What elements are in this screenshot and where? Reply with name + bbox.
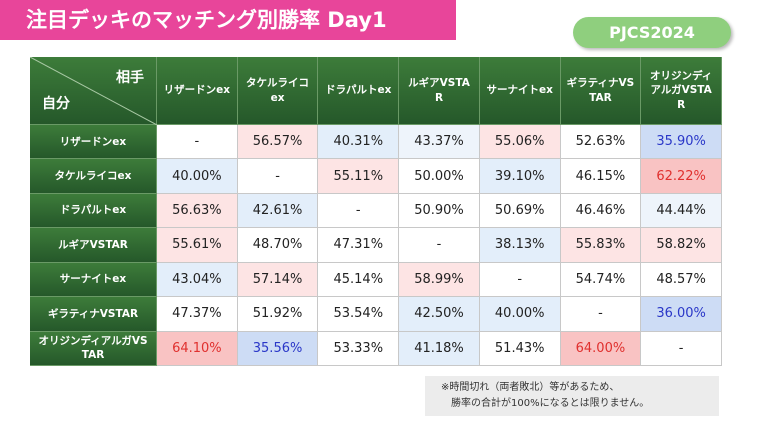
cell: 45.14% [318,262,400,298]
cell: 50.69% [479,193,561,229]
cell: 46.46% [560,193,642,229]
row-header: ルギアVSTAR [30,228,157,263]
cell: 51.92% [237,297,319,332]
column-header: ギラティナVSTAR [560,57,642,125]
column-header: ドラパルトex [318,57,400,125]
row-header: リザードンex [30,125,157,160]
cell: 43.04% [157,262,238,298]
cell: 55.06% [479,125,561,160]
cell: 35.56% [237,331,319,366]
cell: - [560,297,642,332]
cell: 62.22% [641,159,722,194]
badge: PJCS2024 [573,17,731,48]
corner-diagonal [30,57,157,125]
cell: 35.90% [641,125,722,160]
corner-top: 相手 [116,70,144,86]
cell: 55.11% [318,159,400,194]
cell: 40.31% [318,125,400,160]
row-header: タケルライコex [30,159,157,194]
cell: 46.15% [560,159,642,194]
cell: 40.00% [479,297,561,332]
column-header: オリジンディアルガVSTAR [641,57,722,125]
cell: 55.83% [560,228,642,263]
cell: 52.63% [560,125,642,160]
row-header: オリジンディアルガVSTAR [30,331,157,366]
column-header: ルギアVSTAR [399,57,480,125]
cell: 38.13% [479,228,561,263]
cell: 51.43% [479,331,561,366]
cell: 55.61% [157,228,238,263]
cell: 40.00% [157,159,238,194]
cell: 48.70% [237,228,319,263]
cell: 64.10% [157,331,238,366]
row-header: ギラティナVSTAR [30,297,157,332]
column-header: リザードンex [157,57,238,125]
corner-cell: 相手自分 [30,57,157,125]
cell: - [237,159,319,194]
cell: 53.54% [318,297,400,332]
note-line: ※時間切れ（両者敗北）等があるため、 [441,382,620,393]
cell: - [318,193,400,229]
note-line: 勝率の合計が100%になるとは限りません。 [451,398,650,409]
cell: 36.00% [641,297,722,332]
cell: 56.63% [157,193,238,229]
cell: 48.57% [641,262,722,298]
cell: - [641,331,722,366]
cell: 58.82% [641,228,722,263]
column-header: サーナイトex [479,57,561,125]
cell: 57.14% [237,262,319,298]
cell: 50.00% [399,159,480,194]
cell: 47.31% [318,228,400,263]
cell: 44.44% [641,193,722,229]
row-header: ドラパルトex [30,193,157,229]
corner-bottom: 自分 [42,96,70,113]
cell: - [479,262,561,298]
cell: 41.18% [399,331,480,366]
title: 注目デッキのマッチング別勝率 Day1 [0,0,456,40]
cell: - [399,228,480,263]
cell: 39.10% [479,159,561,194]
cell: 42.50% [399,297,480,332]
cell: 64.00% [560,331,642,366]
table: 相手 自分 リザードンex タケルライコex ドラパルトex ルギアVSTAR サーナイトe… [30,57,722,366]
cell: 43.37% [399,125,480,160]
cell: 47.37% [157,297,238,332]
note: ※時間切れ（両者敗北）等があるため、勝率の合計が100%になるとは限りません。 [425,376,719,416]
cell: 53.33% [318,331,400,366]
row-header: サーナイトex [30,262,157,298]
cell: 54.74% [560,262,642,298]
cell: - [157,125,238,160]
cell: 42.61% [237,193,319,229]
cell: 58.99% [399,262,480,298]
cell: 56.57% [237,125,319,160]
cell: 50.90% [399,193,480,229]
column-header: タケルライコex [237,57,319,125]
